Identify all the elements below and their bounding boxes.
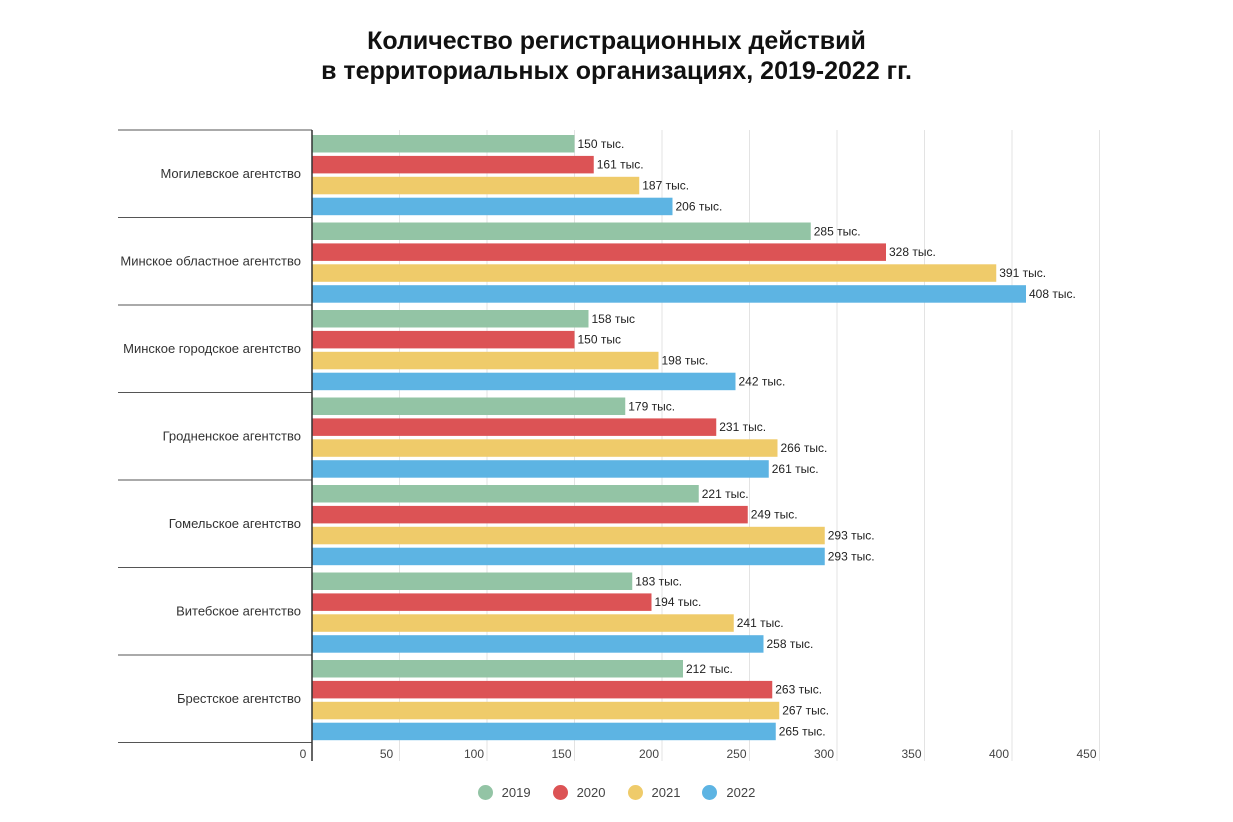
- bar-2019-2: [312, 222, 811, 240]
- category-label-4: Гродненское агентство: [163, 428, 301, 443]
- bar-2019-7: [312, 660, 683, 678]
- data-label-2019-6: 183 тыс.: [635, 574, 682, 588]
- bar-2020-2: [312, 243, 886, 261]
- category-label-5: Гомельское агентство: [169, 516, 301, 531]
- data-label-2022-6: 258 тыс.: [767, 637, 814, 651]
- legend-swatch-2021: [627, 785, 643, 800]
- category-label-2: Минское областное агентство: [120, 253, 301, 268]
- bar-2021-6: [312, 614, 734, 632]
- bar-2022-6: [312, 635, 764, 653]
- data-label-2019-3: 158 тыс: [592, 312, 635, 326]
- data-label-2021-6: 241 тыс.: [737, 616, 784, 630]
- data-label-2020-1: 161 тыс.: [597, 158, 644, 172]
- bar-2019-5: [312, 485, 699, 503]
- bar-2022-2: [312, 285, 1026, 303]
- bar-2022-1: [312, 197, 673, 216]
- data-label-2022-5: 293 тыс.: [828, 549, 875, 563]
- x-tick-label-150: 150: [551, 747, 571, 761]
- chart-legend: 2019 2020 2021 2022: [0, 785, 1233, 800]
- bar-2020-4: [312, 418, 717, 436]
- bar-2022-3: [312, 372, 736, 391]
- legend-label-2019: 2019: [501, 785, 531, 800]
- legend-swatch-2019: [477, 785, 493, 800]
- legend-swatch-2020: [552, 785, 568, 800]
- legend-item-2021: 2021: [627, 785, 681, 800]
- data-label-2020-6: 194 тыс.: [655, 595, 702, 609]
- data-label-2022-1: 206 тыс.: [676, 199, 723, 213]
- category-label-3: Минское городское агентство: [123, 341, 301, 356]
- data-label-2021-4: 266 тыс.: [781, 441, 828, 455]
- bar-2022-7: [312, 722, 776, 741]
- bar-chart: 150 тыс. 161 тыс. 187 тыс. 206 тыс. Могилевс…: [118, 129, 1100, 761]
- data-label-2019-1: 150 тыс.: [578, 137, 625, 151]
- x-tick-label-450: 450: [1076, 747, 1096, 761]
- data-label-2020-5: 249 тыс.: [751, 508, 798, 522]
- x-tick-label-250: 250: [726, 747, 746, 761]
- bar-2021-7: [312, 701, 780, 720]
- data-label-2022-3: 242 тыс.: [739, 374, 786, 388]
- category-label-1: Могилевское агентство: [160, 166, 301, 181]
- data-label-2021-5: 293 тыс.: [828, 529, 875, 543]
- bar-2020-1: [312, 155, 594, 174]
- legend-item-2022: 2022: [702, 785, 755, 800]
- chart-title-line-2: в территориальных организациях, 2019-202…: [321, 57, 912, 85]
- legend-label-2022: 2022: [726, 785, 756, 800]
- category-label-6: Витебское агентство: [176, 603, 301, 618]
- legend-label-2021: 2021: [651, 785, 681, 800]
- bar-2021-1: [312, 176, 640, 195]
- bar-2019-1: [312, 135, 575, 153]
- data-label-2019-5: 221 тыс.: [702, 487, 749, 501]
- bar-2021-2: [312, 264, 997, 282]
- legend-item-2020: 2020: [552, 785, 606, 800]
- data-label-2022-4: 261 тыс.: [772, 462, 819, 476]
- bar-2021-5: [312, 526, 825, 545]
- chart-title-line-1: Количество регистрационных действий: [367, 27, 866, 55]
- bar-2022-4: [312, 460, 769, 478]
- data-label-2022-7: 265 тыс.: [779, 724, 826, 738]
- x-tick-label-300: 300: [814, 747, 834, 761]
- x-tick-label-200: 200: [639, 747, 659, 761]
- legend-item-2019: 2019: [477, 785, 531, 800]
- data-label-2019-7: 212 тыс.: [686, 662, 733, 676]
- bar-2020-5: [312, 505, 748, 524]
- bar-2020-6: [312, 593, 652, 611]
- data-label-2019-4: 179 тыс.: [628, 399, 675, 413]
- bar-2020-3: [312, 330, 575, 349]
- legend-label-2020: 2020: [576, 785, 606, 800]
- data-label-2020-3: 150 тыс: [578, 333, 621, 347]
- x-tick-label-0: 0: [300, 747, 307, 761]
- bar-2020-7: [312, 680, 773, 699]
- x-tick-label-400: 400: [989, 747, 1009, 761]
- data-label-2021-2: 391 тыс.: [999, 266, 1046, 280]
- bar-2019-4: [312, 397, 626, 415]
- bar-2021-3: [312, 351, 659, 370]
- data-label-2020-7: 263 тыс.: [775, 683, 822, 697]
- data-label-2022-2: 408 тыс.: [1029, 287, 1076, 301]
- category-label-7: Брестское агентство: [177, 691, 301, 706]
- data-label-2021-1: 187 тыс.: [642, 179, 689, 193]
- legend-swatch-2022: [702, 785, 718, 800]
- bar-2021-4: [312, 439, 778, 457]
- data-label-2019-2: 285 тыс.: [814, 224, 861, 238]
- x-tick-label-50: 50: [380, 747, 394, 761]
- x-tick-label-350: 350: [901, 747, 921, 761]
- data-label-2021-7: 267 тыс.: [782, 704, 829, 718]
- data-label-2021-3: 198 тыс.: [662, 354, 709, 368]
- chart-title: Количество регистрационных действий в те…: [0, 26, 1233, 86]
- data-label-2020-2: 328 тыс.: [889, 245, 936, 259]
- bar-2022-5: [312, 547, 825, 566]
- bar-2019-6: [312, 572, 633, 590]
- bar-2019-3: [312, 310, 589, 328]
- x-tick-label-100: 100: [464, 747, 484, 761]
- data-label-2020-4: 231 тыс.: [719, 420, 766, 434]
